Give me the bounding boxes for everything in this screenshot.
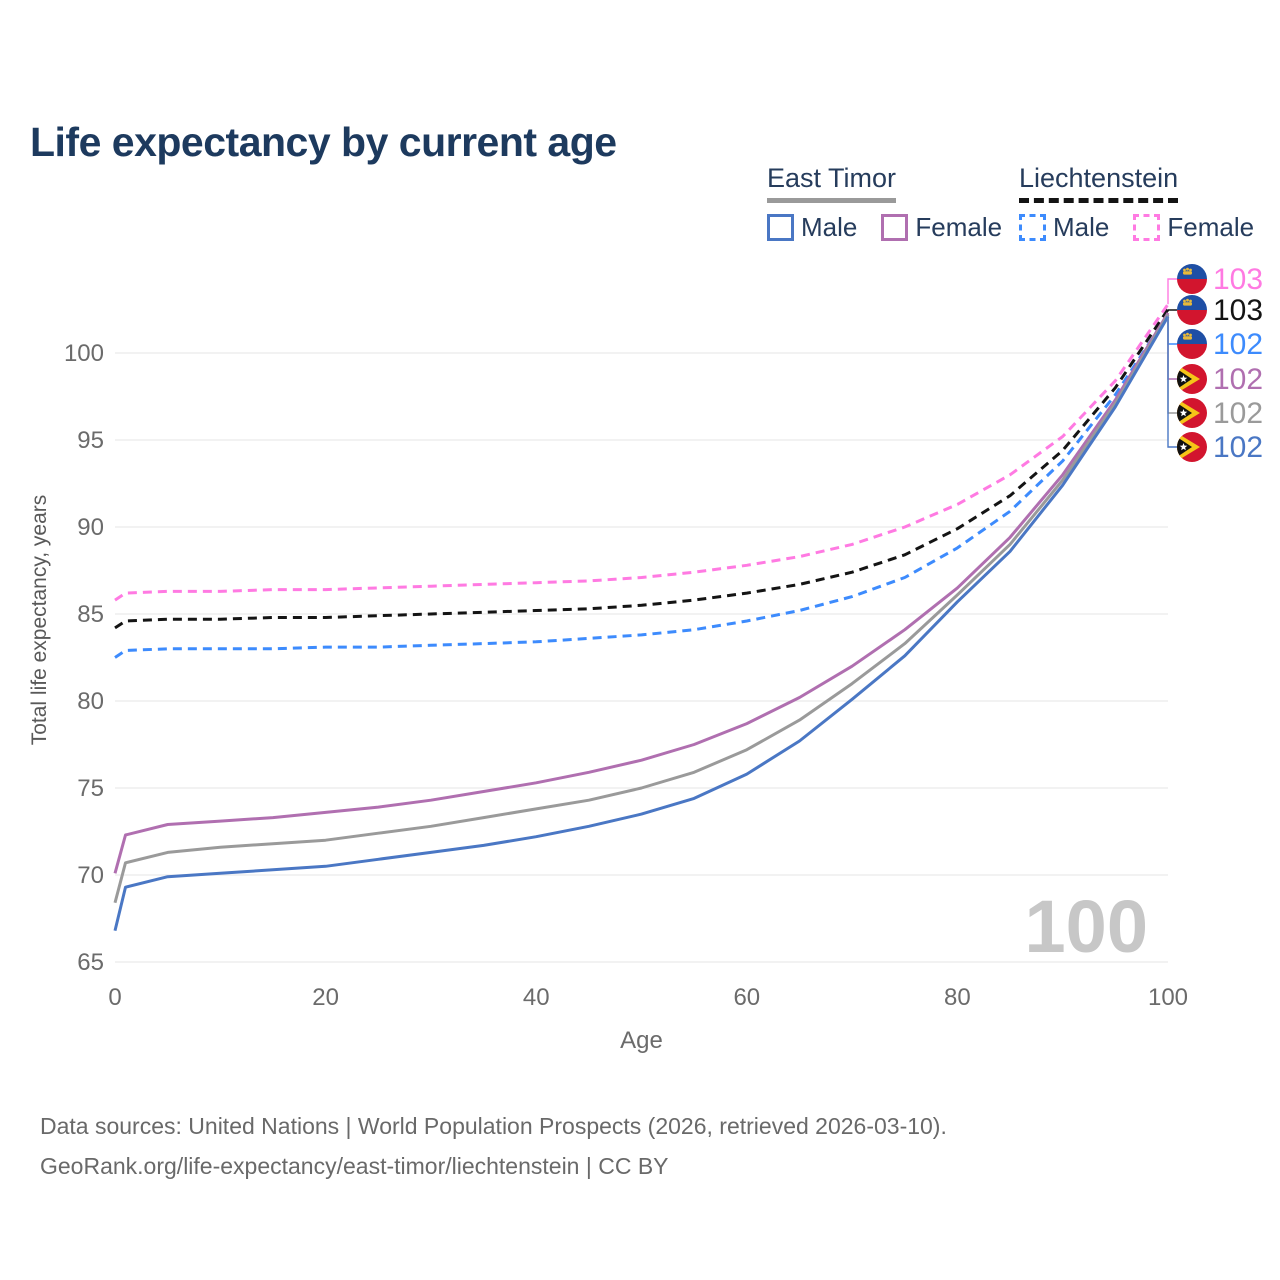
end-label-connector bbox=[1167, 314, 1177, 345]
legend-item-label: Male bbox=[801, 212, 858, 242]
y-tick-label: 70 bbox=[77, 862, 104, 889]
end-label-liechtenstein-female[interactable]: 103 bbox=[1167, 263, 1263, 305]
solid-line-swatch-icon bbox=[767, 198, 897, 203]
attribution-text: GeoRank.org/life-expectancy/east-timor/l… bbox=[40, 1153, 669, 1179]
liechtenstein-flag-icon bbox=[1177, 295, 1207, 325]
y-axis-title: Total life expectancy, years bbox=[28, 495, 51, 746]
male-solid-swatch-icon bbox=[767, 214, 794, 241]
legend-item-label: Male bbox=[1053, 212, 1110, 242]
series-line-east-timor-female[interactable] bbox=[113, 312, 1170, 874]
end-label-connector bbox=[1167, 314, 1177, 414]
y-tick-label: 65 bbox=[77, 949, 104, 976]
y-tick-label: 90 bbox=[77, 514, 104, 541]
legend-group-east-timor: East Timor Male Female bbox=[767, 163, 1026, 243]
end-label-connector bbox=[1167, 309, 1177, 311]
liechtenstein-flag-icon bbox=[1177, 264, 1207, 294]
legend-item-liechtenstein-male[interactable]: Male bbox=[1019, 212, 1109, 243]
series-line-liechtenstein-overall[interactable] bbox=[114, 308, 1170, 630]
male-dashed-swatch-icon bbox=[1019, 214, 1046, 241]
east-timor-flag-icon bbox=[1177, 364, 1207, 394]
x-tick-label: 80 bbox=[944, 984, 971, 1011]
legend-item-label: Female bbox=[1167, 212, 1255, 242]
female-dashed-swatch-icon bbox=[1133, 214, 1161, 241]
end-label-east-timor-female[interactable]: 102 bbox=[1167, 313, 1263, 396]
end-label-value: 102 bbox=[1213, 397, 1263, 430]
page-title: Life expectancy by current age bbox=[30, 119, 617, 166]
chart-footer: Data sources: United Nations | World Pop… bbox=[40, 1106, 947, 1186]
series-line-east-timor-overall[interactable] bbox=[113, 313, 1170, 904]
end-label-liechtenstein-male[interactable]: 102 bbox=[1167, 314, 1263, 361]
legend-item-east-timor-female[interactable]: Female bbox=[881, 212, 1002, 243]
east-timor-flag-icon bbox=[1177, 398, 1207, 428]
series-line-east-timor-male[interactable] bbox=[113, 315, 1170, 932]
legend-country-label: East Timor bbox=[767, 163, 897, 193]
x-tick-label: 100 bbox=[1148, 984, 1188, 1011]
end-label-connector bbox=[1167, 316, 1177, 448]
female-solid-swatch-icon bbox=[881, 214, 909, 241]
x-tick-label: 20 bbox=[312, 984, 339, 1011]
x-tick-label: 40 bbox=[523, 984, 550, 1011]
x-tick-label: 60 bbox=[733, 984, 760, 1011]
dashed-line-swatch-icon bbox=[1019, 198, 1179, 203]
y-tick-label: 100 bbox=[64, 340, 104, 367]
series-line-liechtenstein-male[interactable] bbox=[114, 313, 1170, 659]
legend-country-label: Liechtenstein bbox=[1019, 163, 1179, 193]
liechtenstein-flag-icon bbox=[1177, 329, 1207, 359]
end-label-value: 103 bbox=[1213, 294, 1263, 327]
series-line-liechtenstein-female[interactable] bbox=[114, 303, 1170, 602]
end-label-connector bbox=[1167, 278, 1177, 305]
end-label-value: 102 bbox=[1213, 363, 1263, 396]
legend-country-east-timor[interactable]: East Timor bbox=[767, 163, 897, 203]
end-label-value: 102 bbox=[1213, 328, 1263, 361]
y-tick-label: 80 bbox=[77, 688, 104, 715]
age-counter-watermark: 100 bbox=[1025, 885, 1148, 968]
legend-item-label: Female bbox=[915, 212, 1003, 242]
legend-item-east-timor-male[interactable]: Male bbox=[767, 212, 857, 243]
y-tick-label: 95 bbox=[77, 427, 104, 454]
legend-country-liechtenstein[interactable]: Liechtenstein bbox=[1019, 163, 1179, 203]
legend-group-liechtenstein: Liechtenstein Male Female bbox=[1019, 163, 1278, 243]
legend-item-liechtenstein-female[interactable]: Female bbox=[1133, 212, 1254, 243]
end-label-value: 103 bbox=[1213, 263, 1263, 296]
end-label-value: 102 bbox=[1213, 431, 1263, 464]
y-tick-label: 85 bbox=[77, 601, 104, 628]
x-tick-label: 0 bbox=[108, 984, 121, 1011]
end-label-liechtenstein-overall[interactable]: 103 bbox=[1167, 294, 1263, 327]
end-label-connector bbox=[1167, 313, 1177, 380]
east-timor-flag-icon bbox=[1177, 432, 1207, 462]
end-label-east-timor-male[interactable]: 102 bbox=[1167, 316, 1263, 465]
data-sources-text: Data sources: United Nations | World Pop… bbox=[40, 1113, 947, 1139]
y-tick-label: 75 bbox=[77, 775, 104, 802]
x-axis-title: Age bbox=[620, 1027, 663, 1054]
